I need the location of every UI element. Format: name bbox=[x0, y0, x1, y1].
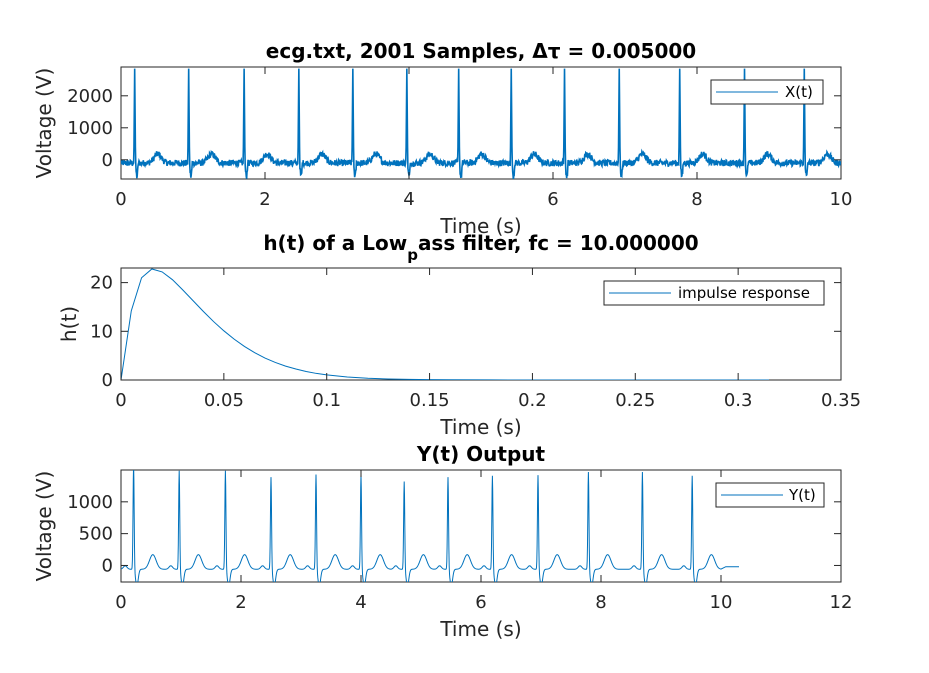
y-tick-label: 500 bbox=[79, 524, 113, 545]
x-tick-label: 0 bbox=[115, 390, 126, 411]
x-tick-label: 0.15 bbox=[410, 390, 450, 411]
subplot-1-title: ecg.txt, 2001 Samples, Δτ = 0.005000 bbox=[266, 39, 696, 63]
subplot-2-plot-area bbox=[121, 268, 769, 380]
subplot-1-y-ticks: 0 1000 2000 bbox=[67, 86, 841, 171]
x-tick-label: 0.35 bbox=[821, 390, 861, 411]
subplot-2-y-ticks: 0 10 20 bbox=[90, 273, 841, 391]
x-tick-label: 4 bbox=[355, 592, 366, 613]
x-tick-label: 8 bbox=[691, 189, 702, 210]
y-tick-label: 2000 bbox=[67, 86, 113, 107]
subplot-2-legend-box bbox=[603, 280, 825, 306]
subplot-3-plot-area bbox=[121, 470, 739, 582]
subplot-1-legend: X(t) bbox=[710, 79, 824, 105]
y-tick-label: 0 bbox=[102, 555, 113, 576]
subplot-2-y-label: h(t) bbox=[57, 306, 81, 342]
x-tick-label: 2 bbox=[259, 189, 270, 210]
subplot-3-x-label: Time (s) bbox=[439, 617, 521, 641]
y-tick-label: 0 bbox=[102, 150, 113, 171]
y-tick-label: 0 bbox=[102, 370, 113, 391]
x-tick-label: 8 bbox=[595, 592, 606, 613]
subplot-3-title: Y(t) Output bbox=[416, 442, 546, 466]
x-tick-label: 12 bbox=[830, 592, 853, 613]
x-tick-label: 0 bbox=[115, 189, 126, 210]
x-tick-label: 0.05 bbox=[204, 390, 244, 411]
series-line-y-t- bbox=[121, 470, 739, 582]
x-tick-label: 0.25 bbox=[615, 390, 655, 411]
x-tick-label: 0.2 bbox=[518, 390, 547, 411]
series-line-impulse-response bbox=[121, 268, 769, 380]
subplot-2-legend: impulse response bbox=[603, 280, 825, 306]
subplot-3-y-ticks: 0 500 1000 bbox=[67, 492, 841, 576]
x-tick-label: 6 bbox=[547, 189, 558, 210]
x-tick-label: 4 bbox=[403, 189, 414, 210]
subplot-2-title-part-1: h(t) of a Low bbox=[263, 231, 407, 255]
x-tick-label: 10 bbox=[710, 592, 733, 613]
subplot-2-x-label: Time (s) bbox=[439, 415, 521, 439]
series-line-x-t- bbox=[121, 68, 841, 179]
subplot-3-legend: Y(t) bbox=[715, 482, 825, 508]
subplot-2-x-ticks: 0 0.05 0.1 0.15 0.2 0.25 0.3 0.35 bbox=[115, 268, 861, 411]
y-tick-label: 10 bbox=[90, 321, 113, 342]
subplot-2-title: h(t) of a Lowpass filter, fc = 10.000000 bbox=[263, 231, 698, 264]
subplot-ecg-input: ecg.txt, 2001 Samples, Δτ = 0.005000 0 2 4… bbox=[32, 39, 852, 238]
subplot-3-y-label: Voltage (V) bbox=[32, 471, 56, 582]
y-tick-label: 20 bbox=[90, 273, 113, 294]
subplot-2-legend-label: impulse response bbox=[678, 284, 810, 302]
subplot-1-x-ticks: 0 2 4 6 8 10 bbox=[115, 67, 852, 210]
y-tick-label: 1000 bbox=[67, 118, 113, 139]
subplot-1-y-label: Voltage (V) bbox=[32, 68, 56, 179]
subplot-3-legend-label: Y(t) bbox=[788, 486, 816, 504]
subplot-3-x-ticks: 0 2 4 6 8 10 12 bbox=[115, 470, 852, 613]
subplot-2-title-part-2: ass filter, fc = 10.000000 bbox=[418, 231, 699, 255]
x-tick-label: 0.1 bbox=[312, 390, 341, 411]
subplot-2-title-subscript: p bbox=[407, 246, 418, 264]
subplot-1-x-label: Time (s) bbox=[439, 214, 521, 238]
y-tick-label: 1000 bbox=[67, 492, 113, 513]
subplot-1-plot-area bbox=[121, 68, 841, 179]
x-tick-label: 0.3 bbox=[724, 390, 753, 411]
x-tick-label: 6 bbox=[475, 592, 486, 613]
x-tick-label: 0 bbox=[115, 592, 126, 613]
x-tick-label: 10 bbox=[830, 189, 853, 210]
x-tick-label: 2 bbox=[235, 592, 246, 613]
subplot-1-legend-label: X(t) bbox=[785, 83, 813, 101]
subplot-impulse-response: h(t) of a Lowpass filter, fc = 10.000000… bbox=[57, 231, 861, 439]
